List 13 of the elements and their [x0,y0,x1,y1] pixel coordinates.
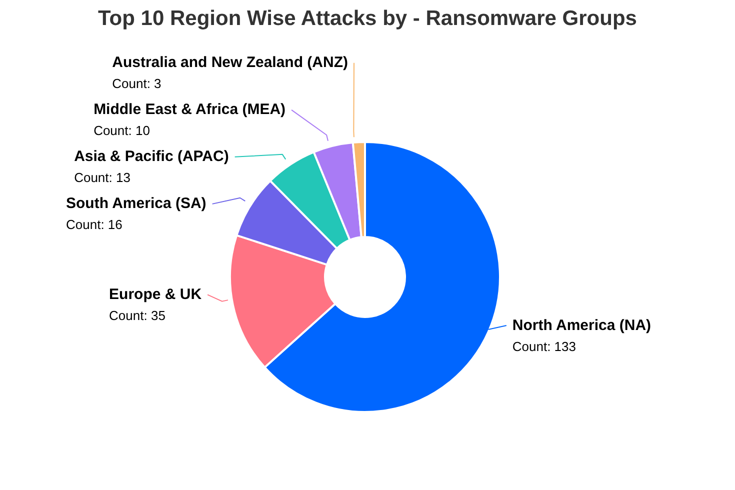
data-label: Count: 3 [112,74,162,92]
slice-label: Asia & Pacific (APAC) [74,146,229,166]
data-label: Count: 16 [66,216,124,233]
slice-label: Europe & UK [109,284,202,304]
chart-title: Top 10 Region Wise Attacks by - Ransomware Groups [97,6,638,32]
data-label: Count: 10 [94,122,151,139]
slice-label: Australia and New Zealand (ANZ) [112,52,348,72]
data-label: Count: 133 [512,338,577,355]
data-label: Count: 13 [74,168,132,186]
slice-label: Middle East & Africa (MEA) [94,100,286,119]
data-label: Count: 35 [109,306,166,324]
slice-label: North America (NA) [512,316,652,335]
slice-label: South America (SA) [66,194,206,213]
